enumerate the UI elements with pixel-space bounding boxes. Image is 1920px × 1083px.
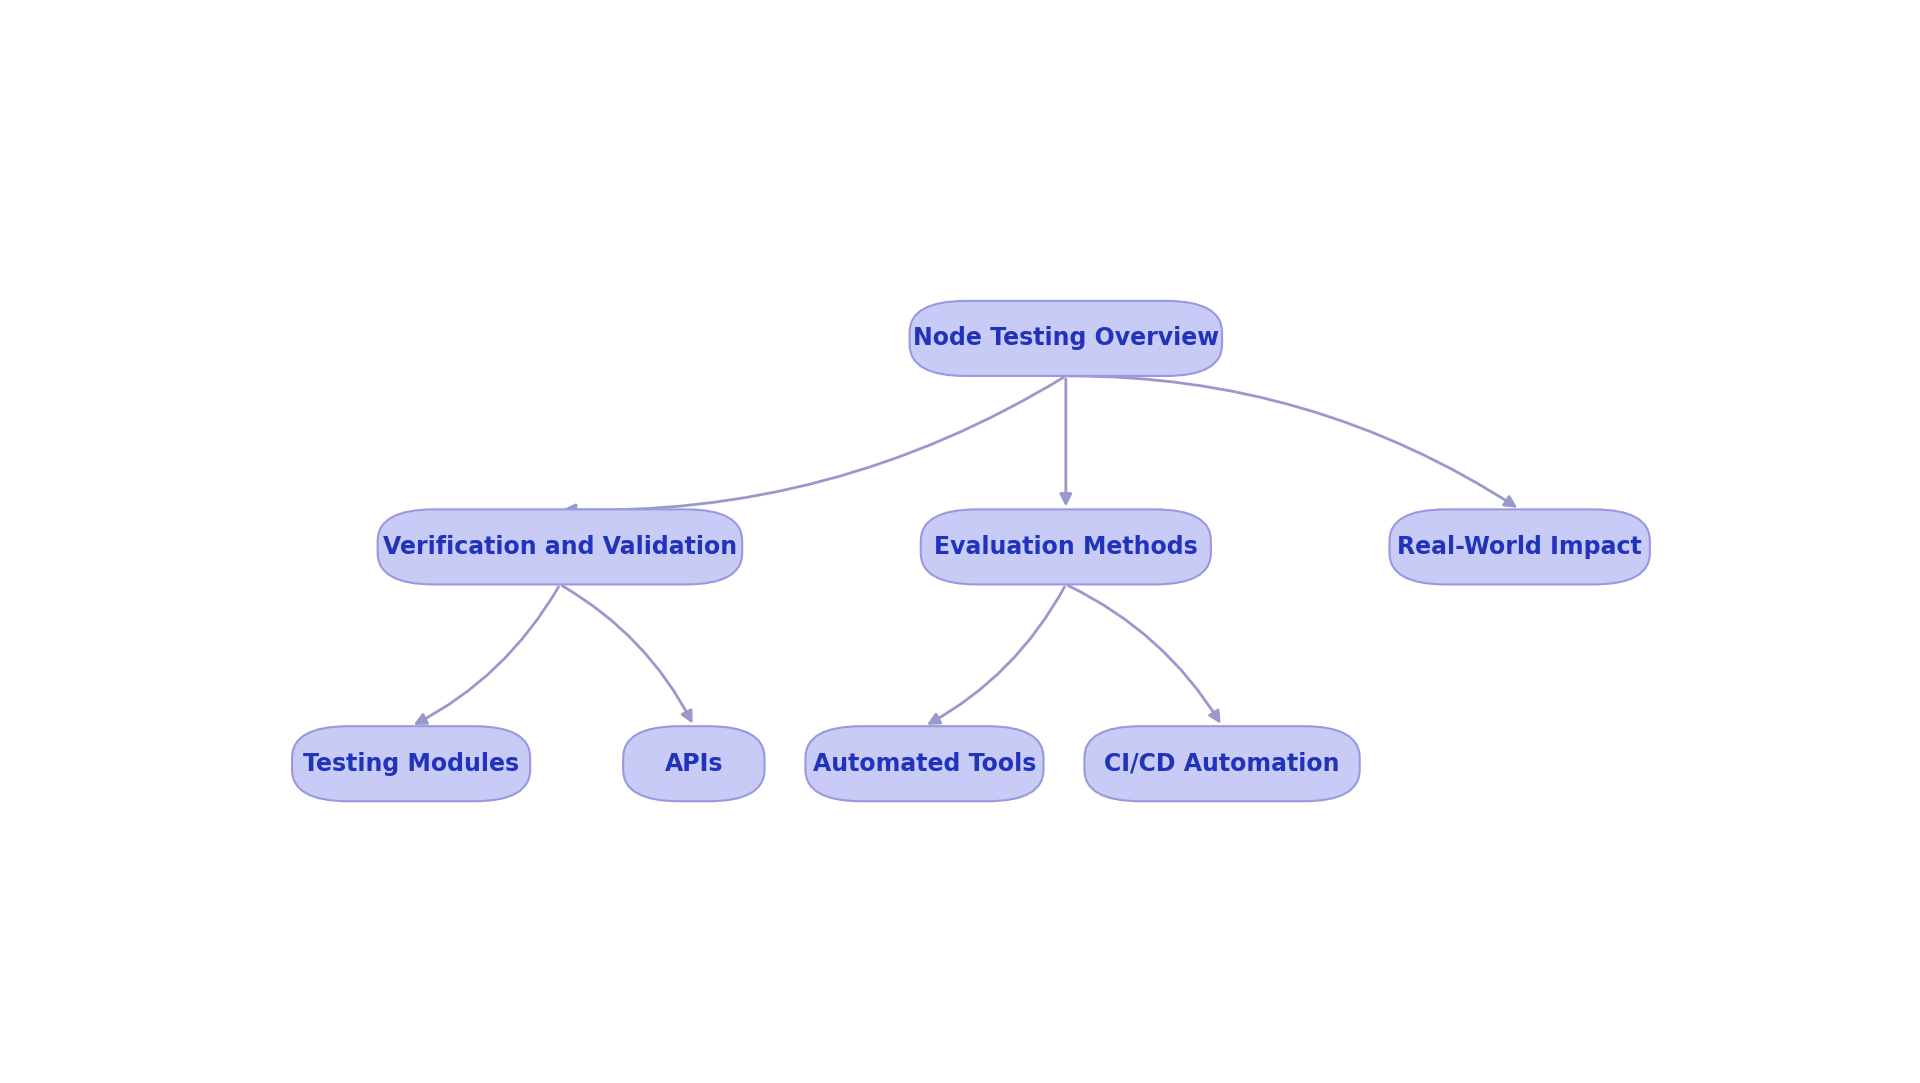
Text: Verification and Validation: Verification and Validation: [382, 535, 737, 559]
FancyBboxPatch shape: [378, 509, 743, 585]
Text: Node Testing Overview: Node Testing Overview: [912, 326, 1219, 351]
FancyBboxPatch shape: [624, 727, 764, 801]
FancyBboxPatch shape: [910, 301, 1221, 376]
FancyBboxPatch shape: [806, 727, 1044, 801]
FancyBboxPatch shape: [1390, 509, 1649, 585]
FancyBboxPatch shape: [292, 727, 530, 801]
Text: APIs: APIs: [664, 752, 724, 775]
Text: Evaluation Methods: Evaluation Methods: [933, 535, 1198, 559]
Text: Real-World Impact: Real-World Impact: [1398, 535, 1642, 559]
Text: CI/CD Automation: CI/CD Automation: [1104, 752, 1340, 775]
Text: Automated Tools: Automated Tools: [812, 752, 1037, 775]
FancyBboxPatch shape: [922, 509, 1212, 585]
FancyBboxPatch shape: [1085, 727, 1359, 801]
Text: Testing Modules: Testing Modules: [303, 752, 518, 775]
